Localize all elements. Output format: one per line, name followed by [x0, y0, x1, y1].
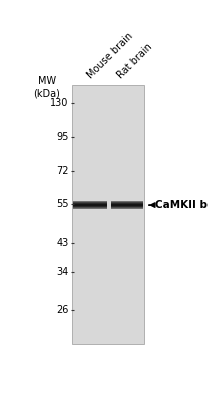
Text: Rat brain: Rat brain	[116, 42, 155, 80]
Text: CaMKII beta: CaMKII beta	[155, 200, 208, 210]
Text: 72: 72	[56, 166, 69, 176]
Text: MW: MW	[38, 76, 56, 86]
Text: 95: 95	[56, 132, 69, 142]
Text: 34: 34	[56, 267, 69, 277]
Text: Mouse brain: Mouse brain	[86, 31, 135, 80]
Text: 26: 26	[56, 306, 69, 316]
Text: (kDa): (kDa)	[33, 89, 60, 99]
Text: 55: 55	[56, 198, 69, 208]
Text: 130: 130	[50, 98, 69, 108]
Bar	[72, 85, 144, 344]
Text: 43: 43	[56, 238, 69, 248]
